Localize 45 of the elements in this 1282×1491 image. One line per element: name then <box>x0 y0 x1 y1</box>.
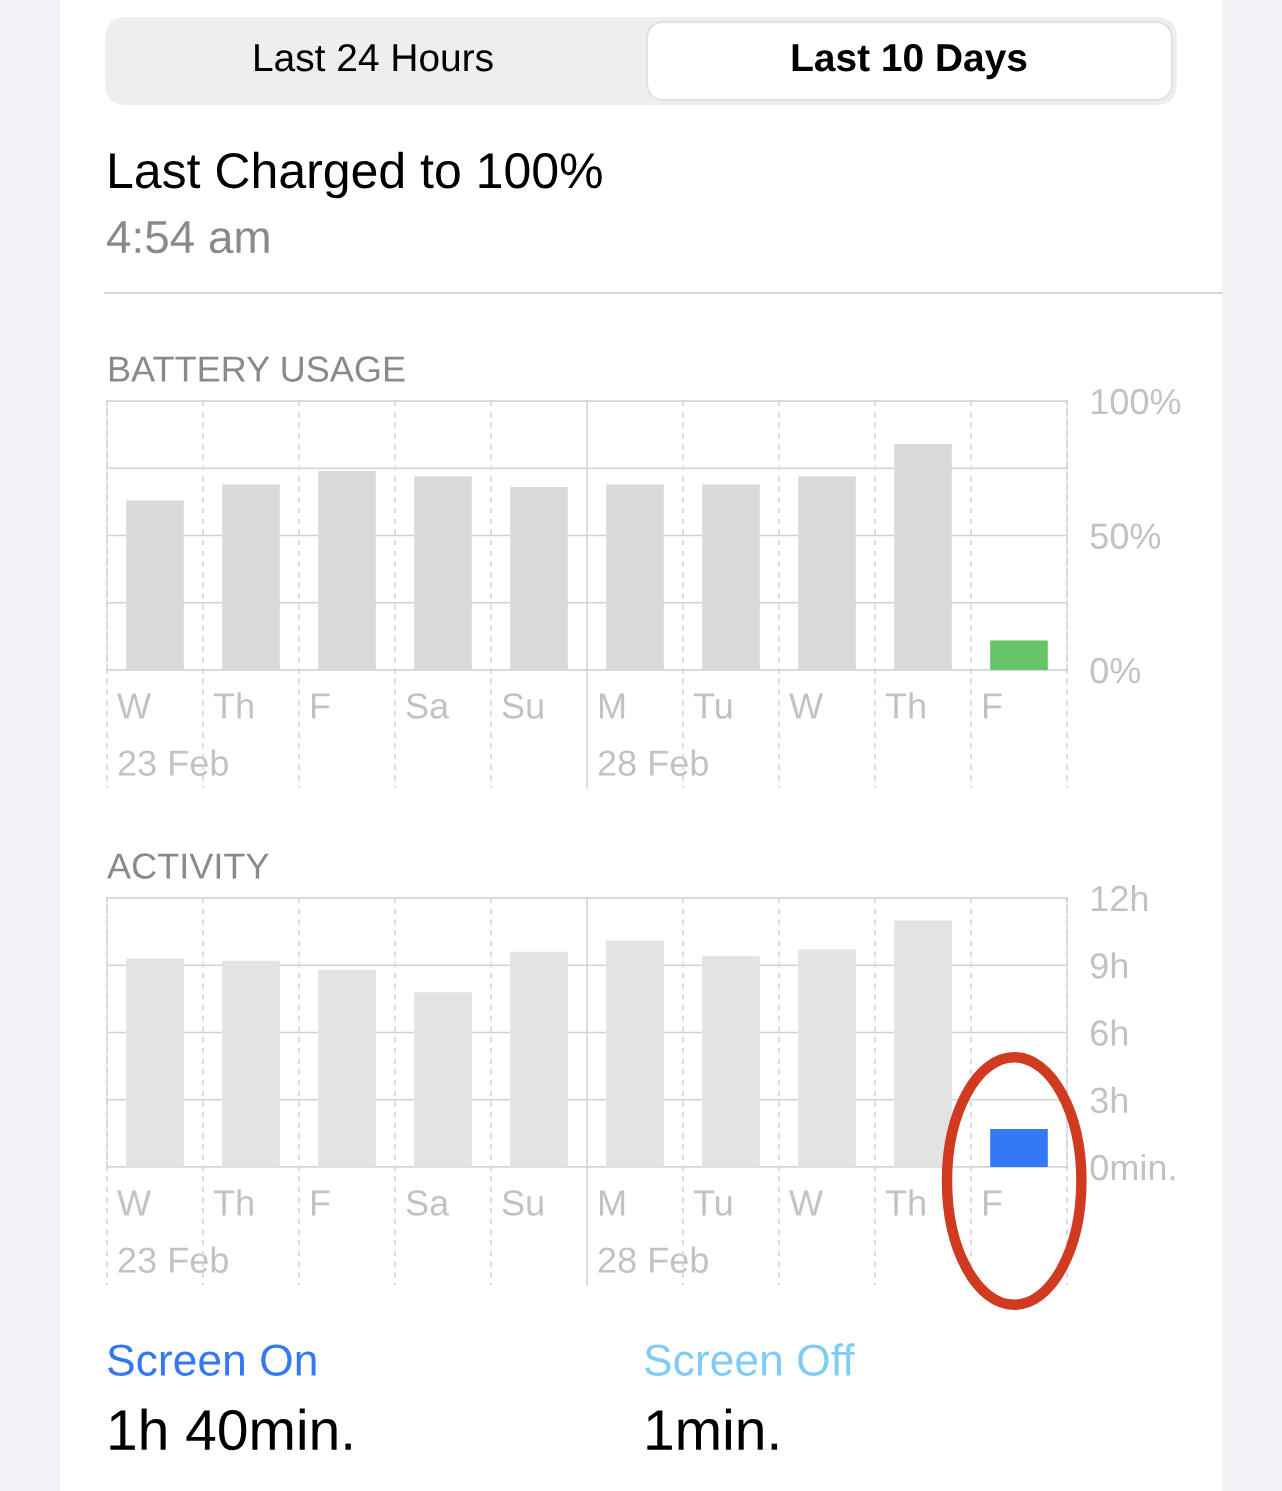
x-tick-label: Th <box>213 1189 253 1216</box>
chart-title: BATTERY USAGE <box>109 356 405 382</box>
y-tick-label: 50% <box>1090 523 1161 549</box>
text: 1min. <box>647 1408 778 1450</box>
bar <box>990 640 1048 670</box>
bar <box>990 1128 1048 1167</box>
y-tick-label: 3h <box>1090 1086 1128 1114</box>
text: 4:54 am <box>107 221 269 254</box>
y-tick-label: 100% <box>1091 388 1181 415</box>
x-tick-label: W <box>789 693 823 719</box>
y-tick-label: 12h <box>1091 884 1148 912</box>
bar <box>414 992 472 1167</box>
y-tick-label: 9h <box>1090 952 1128 979</box>
x-tick-label: Sa <box>406 693 450 719</box>
x-tick-label: F <box>983 693 1002 719</box>
bar <box>222 960 280 1167</box>
x-tick-label: F <box>311 693 330 719</box>
text: Last 10 Days <box>792 43 1027 80</box>
x-tick-label: Th <box>213 692 253 719</box>
y-tick-label: 0% <box>1090 657 1141 684</box>
x-tick-label: W <box>789 1190 823 1216</box>
x-tick-label: Su <box>502 693 543 719</box>
bar <box>798 949 856 1167</box>
bar <box>606 940 664 1167</box>
chart-title: ACTIVITY <box>107 853 269 879</box>
x-tick-label: Tu <box>693 1190 732 1216</box>
x-tick-label: Sa <box>406 1190 450 1216</box>
bar <box>510 951 568 1167</box>
y-tick-label: 6h <box>1091 1019 1128 1046</box>
category-label: Screen On <box>108 1344 316 1376</box>
text: Last 24 Hours <box>255 43 493 72</box>
bar <box>894 920 952 1167</box>
bar <box>318 969 376 1167</box>
x-tick-label: Su <box>502 1190 543 1216</box>
bar <box>126 958 184 1167</box>
x-tick-label: Tu <box>693 693 732 719</box>
text: 1h 40min. <box>110 1408 351 1451</box>
text: Last Charged to 100% <box>110 151 602 199</box>
category-label: Screen Off <box>645 1343 855 1376</box>
x-tick-label: F <box>311 1190 330 1216</box>
y-tick-label: 0min. <box>1090 1153 1175 1181</box>
x-tick-label: Th <box>885 692 925 719</box>
bar <box>702 956 760 1167</box>
x-tick-label: Th <box>885 1189 925 1216</box>
x-tick-label: F <box>983 1190 1002 1216</box>
